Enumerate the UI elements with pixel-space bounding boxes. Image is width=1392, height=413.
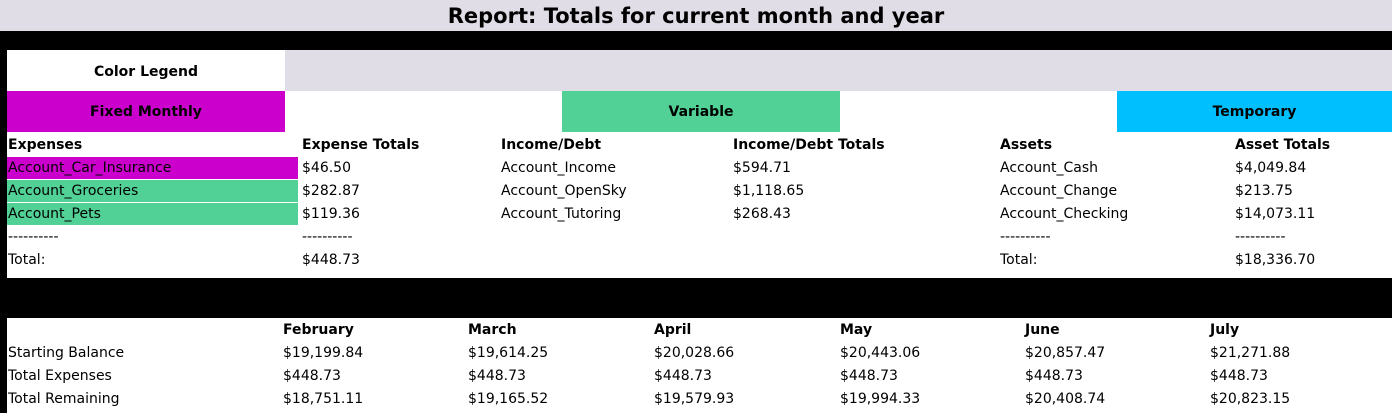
- month-value: $18,751.11: [283, 391, 364, 407]
- legend-temporary: Temporary: [1117, 91, 1392, 132]
- expense-totals-header: Expense Totals: [302, 137, 420, 153]
- pets-highlight: [7, 203, 298, 225]
- separator: ----------: [1235, 229, 1286, 245]
- month-header: July: [1210, 322, 1240, 338]
- expenses-header: Expenses: [8, 137, 83, 153]
- month-value: $19,579.93: [654, 391, 735, 407]
- month-value: $20,028.66: [654, 345, 735, 361]
- assets-total-label: Total:: [1000, 252, 1038, 268]
- month-value: $19,165.52: [468, 391, 549, 407]
- income-amount: $1,118.65: [733, 183, 805, 199]
- asset-name: Account_Change: [1000, 183, 1118, 199]
- report-title: Report: Totals for current month and yea…: [0, 0, 1392, 31]
- separator: ----------: [8, 229, 59, 245]
- month-value: $20,857.47: [1025, 345, 1106, 361]
- row-label-total-remaining: Total Remaining: [8, 391, 120, 407]
- month-value: $19,199.84: [283, 345, 364, 361]
- asset-name: Account_Checking: [1000, 206, 1129, 222]
- month-value: $448.73: [654, 368, 712, 384]
- expenses-total-label: Total:: [8, 252, 46, 268]
- legend-fixed-monthly: Fixed Monthly: [7, 91, 285, 132]
- month-header: May: [840, 322, 873, 338]
- month-header: June: [1025, 322, 1060, 338]
- month-value: $448.73: [283, 368, 341, 384]
- expense-amount: $119.36: [302, 206, 360, 222]
- month-value: $448.73: [468, 368, 526, 384]
- month-header: April: [654, 322, 692, 338]
- asset-name: Account_Cash: [1000, 160, 1099, 176]
- month-header: February: [283, 322, 354, 338]
- income-name: Account_Tutoring: [501, 206, 622, 222]
- expense-name: Account_Groceries: [8, 183, 139, 199]
- assets-header: Assets: [1000, 137, 1053, 153]
- row-label-starting-balance: Starting Balance: [8, 345, 125, 361]
- separator: ----------: [302, 229, 353, 245]
- income-name: Account_Income: [501, 160, 617, 176]
- income-header: Income/Debt: [501, 137, 602, 153]
- monthly-projection-panel: Starting Balance Total Expenses Total Re…: [7, 318, 1392, 413]
- month-value: $19,614.25: [468, 345, 549, 361]
- asset-amount: $4,049.84: [1235, 160, 1307, 176]
- car-insurance-highlight: [7, 157, 298, 179]
- month-value: $20,408.74: [1025, 391, 1106, 407]
- asset-amount: $213.75: [1235, 183, 1293, 199]
- month-header: March: [468, 322, 517, 338]
- month-value: $20,823.15: [1210, 391, 1291, 407]
- asset-totals-header: Asset Totals: [1235, 137, 1331, 153]
- separator: ----------: [1000, 229, 1051, 245]
- month-value: $448.73: [1025, 368, 1083, 384]
- expense-name: Account_Pets: [8, 206, 101, 222]
- groceries-highlight: [7, 180, 298, 202]
- expense-name: Account_Car_Insurance: [8, 160, 172, 176]
- summary-panel: Color Legend Fixed Monthly Variable Temp…: [7, 50, 1392, 278]
- expense-amount: $282.87: [302, 183, 360, 199]
- month-value: $21,271.88: [1210, 345, 1291, 361]
- income-amount: $594.71: [733, 160, 791, 176]
- legend-variable: Variable: [562, 91, 840, 132]
- month-value: $448.73: [840, 368, 898, 384]
- month-value: $19,994.33: [840, 391, 921, 407]
- assets-total-value: $18,336.70: [1235, 252, 1316, 268]
- income-totals-header: Income/Debt Totals: [733, 137, 885, 153]
- month-value: $448.73: [1210, 368, 1268, 384]
- month-value: $20,443.06: [840, 345, 921, 361]
- expenses-total-value: $448.73: [302, 252, 360, 268]
- color-legend-title: Color Legend: [93, 64, 198, 80]
- legend-header-fill: [285, 50, 1392, 91]
- expense-amount: $46.50: [302, 160, 351, 176]
- income-name: Account_OpenSky: [501, 183, 627, 199]
- income-amount: $268.43: [733, 206, 791, 222]
- row-label-total-expenses: Total Expenses: [8, 368, 112, 384]
- asset-amount: $14,073.11: [1235, 206, 1316, 222]
